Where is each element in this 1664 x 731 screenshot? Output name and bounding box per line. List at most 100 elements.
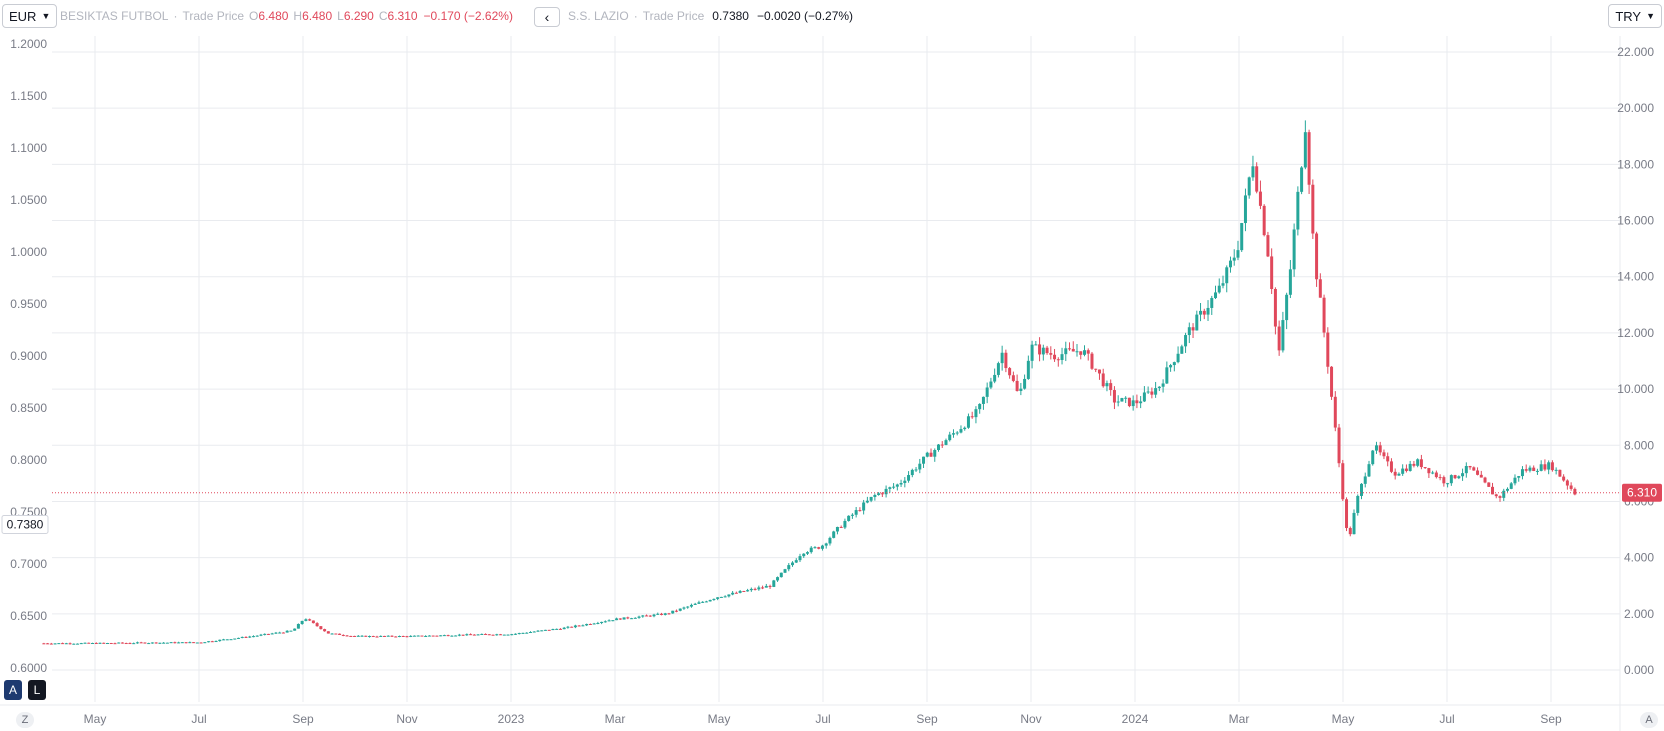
candle-body [1154, 388, 1158, 395]
candle-body [873, 495, 877, 497]
auto-scale-button[interactable]: A [4, 680, 22, 700]
legend-main-series[interactable]: BESIKTAS FUTBOL · Trade Price O 6.480 H 6.… [60, 4, 513, 28]
candle-body [435, 635, 439, 637]
candle-body [884, 488, 888, 495]
candle-body [611, 620, 615, 622]
candle-body [850, 514, 854, 516]
candle-body [648, 615, 652, 617]
time-tick-label: Sep [916, 712, 938, 726]
candle-body [824, 543, 828, 546]
candle-body [929, 452, 933, 457]
candle-body [562, 627, 566, 630]
legend-open-label: O [249, 9, 259, 23]
candle-body [192, 642, 196, 644]
candle-body [345, 635, 349, 637]
candle-body [1416, 459, 1420, 466]
candle-body [412, 635, 416, 637]
candle-body [222, 639, 226, 641]
candle-body [1296, 191, 1300, 230]
candle-body [1202, 310, 1206, 315]
legend-compare-series[interactable]: S.S. LAZIO · Trade Price 0.7380 −0.0020 … [568, 4, 853, 28]
chevron-left-icon: ‹ [544, 9, 550, 25]
time-tick-label: Mar [1229, 712, 1250, 726]
candle-body [1236, 250, 1240, 258]
currency-select-right[interactable]: TRY ▼ [1608, 4, 1662, 28]
time-tick-label: Sep [292, 712, 314, 726]
time-tick-label: Jul [815, 712, 830, 726]
candle-body [1479, 474, 1483, 478]
candle-body [581, 625, 585, 627]
currency-select-left[interactable]: EUR ▼ [2, 4, 58, 28]
collapse-legend-button[interactable]: ‹ [534, 7, 560, 27]
candle-body [1464, 466, 1468, 474]
zoom-reset-button[interactable]: Z [16, 712, 34, 728]
candle-body [903, 480, 907, 484]
candle-body [1101, 373, 1105, 387]
candle-body [573, 625, 577, 628]
autoscale-corner-button[interactable]: A [1640, 712, 1658, 728]
candle-body [1322, 297, 1326, 333]
candle-body [300, 620, 304, 624]
candle-body [798, 556, 802, 561]
candle-body [1187, 327, 1191, 336]
candle-body [1116, 401, 1120, 403]
candle-body [689, 604, 693, 607]
candle-body [1165, 367, 1169, 384]
candle-body [1333, 396, 1337, 428]
candle-body [1288, 269, 1292, 295]
candle-body [712, 598, 716, 600]
candle-body [1277, 326, 1281, 351]
candle-body [1367, 464, 1371, 477]
right-tick-label: 2.000 [1624, 607, 1654, 621]
left-tick-label: 1.1000 [10, 141, 47, 155]
candle-body [270, 633, 274, 635]
candle-body [543, 629, 547, 631]
candle-body [1150, 391, 1154, 395]
candle-body [749, 588, 753, 591]
candle-body [910, 469, 914, 476]
candle-body [76, 643, 80, 645]
candle-body [1131, 400, 1135, 407]
candle-body [424, 636, 428, 638]
candle-body [1157, 386, 1161, 389]
candle-body [802, 553, 806, 557]
candle-body [109, 643, 113, 645]
candle-body [738, 590, 742, 593]
candle-body [1487, 482, 1491, 487]
candle-body [1120, 398, 1124, 402]
candle-body [207, 641, 211, 643]
candle-body [484, 633, 488, 635]
candle-body [1075, 351, 1079, 353]
log-scale-button[interactable]: L [28, 680, 46, 700]
candle-body [723, 596, 727, 598]
candle-body [558, 628, 562, 630]
candle-body [525, 632, 529, 634]
candle-body [1423, 467, 1427, 469]
legend-high-value: 6.480 [302, 9, 333, 23]
candle-body [233, 638, 237, 640]
candle-body [487, 634, 491, 636]
candle-body [600, 621, 604, 623]
candle-body [1318, 279, 1322, 298]
candle-body [865, 500, 869, 503]
candle-body [364, 635, 368, 637]
candle-body [72, 643, 76, 645]
candle-body [1453, 475, 1457, 479]
candle-body [536, 630, 540, 632]
candle-body [704, 601, 708, 603]
legend-low-value: 6.290 [343, 9, 374, 23]
candle-body [794, 560, 798, 563]
candle-body [1502, 490, 1506, 498]
candle-body [1124, 397, 1128, 399]
candlestick-series [42, 120, 1577, 645]
candle-body [708, 599, 712, 602]
candle-body [1330, 366, 1334, 397]
candle-body [1281, 320, 1285, 351]
candle-body [532, 631, 536, 633]
candle-body [993, 374, 997, 382]
candle-body [1172, 362, 1176, 366]
candle-body [656, 613, 660, 615]
candle-body [1535, 470, 1539, 472]
candle-body [517, 633, 521, 635]
